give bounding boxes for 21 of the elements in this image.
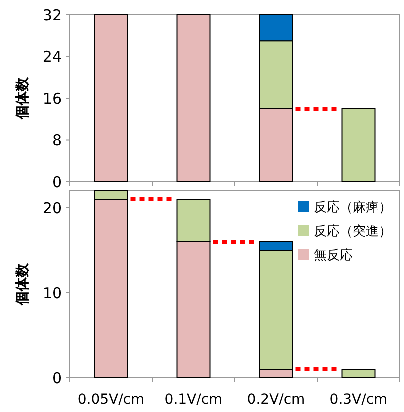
- bar: [176, 14, 211, 182]
- y-tick-label: 10: [42, 284, 62, 302]
- y-tick-label: 0: [52, 369, 62, 388]
- y-tick-label: 32: [42, 6, 62, 24]
- x-tick-label: 0.2V/cm: [247, 392, 306, 408]
- y-axis-title: 個体数: [14, 262, 31, 306]
- bar: [94, 14, 128, 182]
- y-tick-label: 24: [42, 48, 62, 66]
- legend-label: 反応（突進）: [314, 224, 392, 240]
- x-tick-label: 0.05V/cm: [78, 392, 145, 408]
- bar: [342, 108, 376, 182]
- bar: [342, 369, 376, 378]
- y-tick-label: 16: [42, 90, 62, 108]
- x-tick-label: 0.3V/cm: [330, 392, 388, 408]
- y-tick-label: 8: [52, 132, 62, 150]
- legend-label: 反応（麻痺）: [314, 200, 392, 216]
- y-tick-label: 20: [42, 199, 62, 218]
- legend-label: 無反応: [314, 248, 353, 264]
- y-axis-title: 個体数: [14, 76, 31, 120]
- x-tick-label: 0.1V/cm: [164, 392, 223, 408]
- y-tick-label: 0: [52, 173, 62, 192]
